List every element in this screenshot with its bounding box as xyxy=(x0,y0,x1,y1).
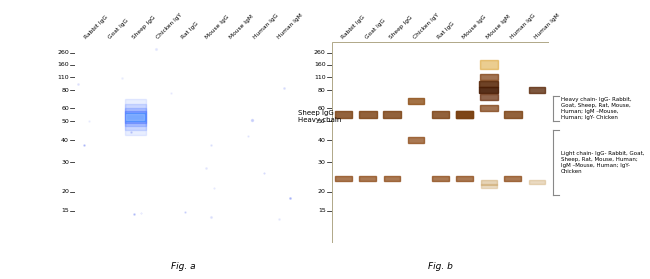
Text: 40: 40 xyxy=(318,138,326,143)
Bar xyxy=(456,176,473,181)
Bar xyxy=(480,180,497,185)
Text: Heavy chain- IgG- Rabbit,
Goat, Sheep, Rat, Mouse,
Human; IgM –Mouse,
Human; IgY: Heavy chain- IgG- Rabbit, Goat, Sheep, R… xyxy=(561,97,632,120)
Bar xyxy=(359,111,376,117)
Bar xyxy=(432,111,449,117)
Text: 60: 60 xyxy=(61,106,69,111)
Bar xyxy=(480,105,498,111)
Bar xyxy=(456,111,473,117)
Bar xyxy=(384,111,400,117)
Text: 40: 40 xyxy=(61,138,69,143)
Text: Sheep IgG
Heavy chain: Sheep IgG Heavy chain xyxy=(298,110,341,124)
Bar xyxy=(125,111,146,123)
Bar xyxy=(126,114,144,120)
Text: Mouse IgM: Mouse IgM xyxy=(229,14,255,40)
Bar xyxy=(125,104,146,130)
Bar xyxy=(408,98,424,104)
Text: Mouse IgM: Mouse IgM xyxy=(486,14,512,40)
Text: Fig. a: Fig. a xyxy=(172,262,196,271)
Text: Sheep IgG: Sheep IgG xyxy=(132,15,157,40)
Bar xyxy=(480,61,498,69)
Text: 50: 50 xyxy=(318,119,326,124)
Text: Human IgM: Human IgM xyxy=(534,12,561,40)
Bar xyxy=(125,108,146,126)
Text: Sheep IgG: Sheep IgG xyxy=(389,15,413,40)
Bar xyxy=(359,176,376,181)
Bar xyxy=(479,87,498,93)
Bar xyxy=(335,176,352,181)
Text: 110: 110 xyxy=(57,74,69,80)
Bar xyxy=(480,81,498,87)
Bar xyxy=(504,111,522,117)
Text: Chicken IgY: Chicken IgY xyxy=(156,12,183,40)
Text: Rabbit IgG: Rabbit IgG xyxy=(340,14,365,40)
Text: 30: 30 xyxy=(61,160,69,165)
Bar xyxy=(432,176,449,181)
Text: 20: 20 xyxy=(318,189,326,194)
Bar xyxy=(480,94,498,100)
Text: 160: 160 xyxy=(314,62,326,68)
Text: Rat IgG: Rat IgG xyxy=(180,21,199,40)
Bar xyxy=(125,99,146,135)
Text: Goat IgG: Goat IgG xyxy=(107,18,129,40)
Text: 80: 80 xyxy=(61,88,69,93)
Text: Human IgG: Human IgG xyxy=(510,13,536,40)
Text: Human IgG: Human IgG xyxy=(253,13,280,40)
Text: 20: 20 xyxy=(61,189,69,194)
Text: 260: 260 xyxy=(314,50,326,56)
Text: Goat IgG: Goat IgG xyxy=(364,18,386,40)
Text: 160: 160 xyxy=(57,62,69,68)
Text: 30: 30 xyxy=(318,160,326,165)
Bar xyxy=(408,137,424,143)
Text: Mouse IgG: Mouse IgG xyxy=(204,14,230,40)
Bar xyxy=(480,74,498,80)
Text: Fig. b: Fig. b xyxy=(428,262,453,271)
Text: 50: 50 xyxy=(61,119,69,124)
Text: Human IgM: Human IgM xyxy=(277,12,304,40)
Bar xyxy=(529,87,545,93)
Text: 80: 80 xyxy=(318,88,326,93)
Bar xyxy=(456,111,473,117)
Bar xyxy=(125,113,145,121)
Bar xyxy=(384,176,400,181)
Text: Rabbit IgG: Rabbit IgG xyxy=(83,14,109,40)
Bar xyxy=(335,111,352,117)
Text: Light chain- IgG- Rabbit, Goat,
Sheep, Rat, Mouse, Human;
IgM –Mouse, Human; IgY: Light chain- IgG- Rabbit, Goat, Sheep, R… xyxy=(561,151,644,174)
Text: Rat IgG: Rat IgG xyxy=(437,21,456,40)
Bar xyxy=(480,184,497,189)
Bar xyxy=(529,181,545,184)
Bar xyxy=(504,176,521,181)
Text: 15: 15 xyxy=(318,208,326,213)
Text: Mouse IgG: Mouse IgG xyxy=(461,14,487,40)
Text: 110: 110 xyxy=(314,74,326,80)
Text: 15: 15 xyxy=(61,208,69,213)
Text: Chicken IgY: Chicken IgY xyxy=(413,12,440,40)
Text: 260: 260 xyxy=(57,50,69,56)
Text: 60: 60 xyxy=(318,106,326,111)
